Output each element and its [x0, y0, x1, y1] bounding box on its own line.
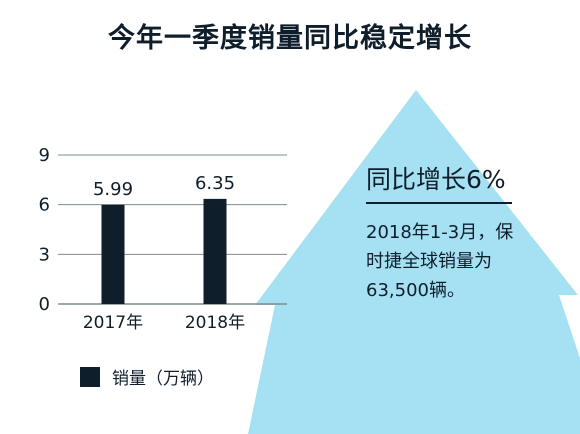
page-title: 今年一季度销量同比稳定增长: [108, 23, 472, 54]
growth-arrow-shape: [248, 90, 580, 434]
callout-line: 63,500辆。: [366, 280, 465, 301]
callout-body: 2018年1-3月，保 时捷全球销量为 63,500辆。: [366, 218, 571, 305]
data-label: 5.99: [93, 179, 133, 200]
x-tick-label: 2017年: [83, 313, 143, 333]
legend-swatch: [80, 366, 100, 387]
bar: [203, 198, 227, 304]
chart-legend: 销量（万辆）: [80, 364, 214, 389]
y-tick-label: 0: [39, 294, 50, 315]
callout-heading: 同比增长6%: [366, 160, 512, 204]
bar: [101, 204, 125, 304]
legend-label: 销量（万辆）: [112, 369, 214, 389]
callout-line: 时捷全球销量为: [366, 251, 492, 272]
y-tick-label: 6: [39, 195, 50, 216]
data-label: 6.35: [195, 173, 235, 194]
growth-callout: 同比增长6% 2018年1-3月，保 时捷全球销量为 63,500辆。: [366, 160, 571, 305]
x-tick-label: 2018年: [185, 313, 245, 333]
y-tick-label: 3: [39, 244, 50, 265]
callout-line: 2018年1-3月，保: [366, 222, 514, 243]
y-tick-label: 9: [39, 145, 50, 166]
